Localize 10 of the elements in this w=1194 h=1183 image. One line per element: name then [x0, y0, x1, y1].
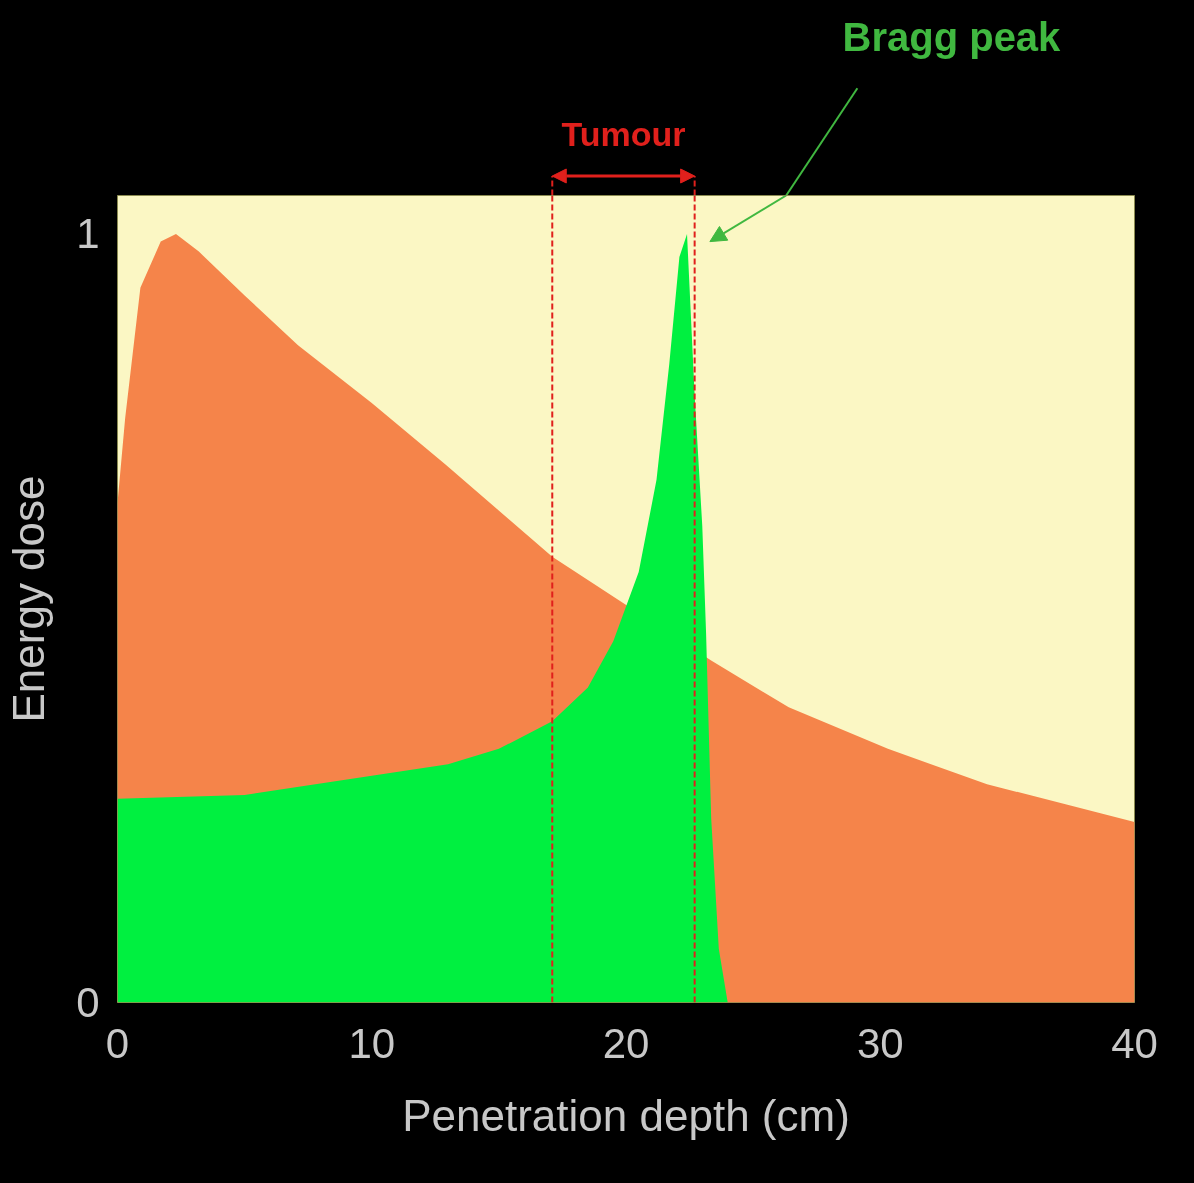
x-axis-title: Penetration depth (cm) [402, 1090, 850, 1140]
y-axis-title: Energy dose [4, 475, 54, 723]
x-tick-label: 20 [602, 1019, 650, 1067]
text: Tumour [561, 114, 686, 153]
x-tick-label: 10 [348, 1019, 396, 1067]
x-tick-label: 30 [856, 1019, 904, 1067]
x-tick-label: 0 [105, 1019, 130, 1067]
text: Bragg peak [842, 15, 1062, 59]
y-tick-label: 1 [76, 210, 100, 258]
x-tick-label: 40 [1111, 1019, 1158, 1067]
